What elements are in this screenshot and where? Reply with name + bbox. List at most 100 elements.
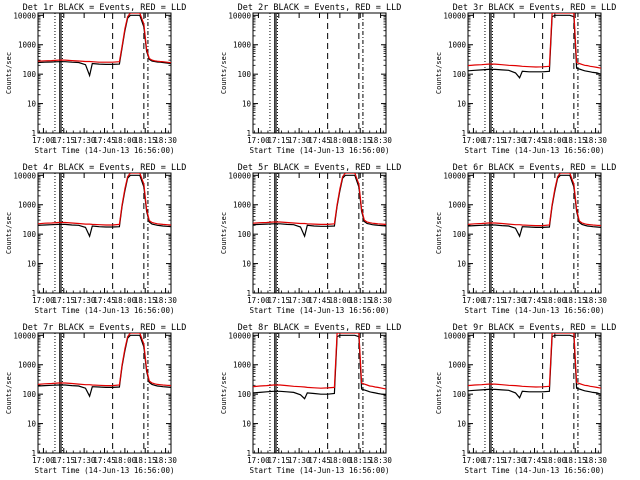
x-axis-label: Start Time (14-Jun-13 16:56:00) <box>35 306 175 315</box>
y-tick-label: 100 <box>22 70 36 79</box>
panel-det-3r: Det 3r BLACK = Events, RED = LLD 1 10 100 10… <box>435 3 616 155</box>
y-axis-label: Counts/sec <box>5 212 13 254</box>
x-tick-label: 18:30 <box>154 296 177 305</box>
x-tick-label: 17:15 <box>482 456 505 465</box>
x-axis-label: Start Time (14-Jun-13 16:56:00) <box>250 466 390 475</box>
series-line-lld <box>38 333 171 387</box>
y-tick-label: 1000 <box>448 361 467 370</box>
panel-title: Det 6r BLACK = Events, RED = LLD <box>453 163 617 173</box>
x-tick-label: 18:30 <box>369 296 392 305</box>
y-tick-label: 10 <box>27 260 37 269</box>
panel-title: Det 8r BLACK = Events, RED = LLD <box>238 323 402 333</box>
x-tick-label: 17:00 <box>462 456 485 465</box>
x-tick-label: 18:00 <box>544 136 567 145</box>
x-tick-label: 17:30 <box>503 296 526 305</box>
series-line-events <box>468 334 601 399</box>
x-tick-label: 18:00 <box>329 136 352 145</box>
x-tick-label: 18:00 <box>114 296 137 305</box>
x-tick-label: 18:30 <box>584 456 607 465</box>
panel-title: Det 3r BLACK = Events, RED = LLD <box>453 3 617 13</box>
x-tick-label: 17:30 <box>503 456 526 465</box>
panel-det-9r: Det 9r BLACK = Events, RED = LLD 1 10 100 10… <box>435 323 616 475</box>
y-tick-label: 1 <box>461 129 466 138</box>
panel-det-5r: Det 5r BLACK = Events, RED = LLD 1 10 100 10… <box>220 163 401 315</box>
x-tick-label: 18:15 <box>349 136 372 145</box>
x-tick-label: 18:30 <box>369 456 392 465</box>
y-tick-label: 10000 <box>13 331 36 340</box>
series-line-lld <box>38 173 171 226</box>
y-axis-label: Counts/sec <box>5 52 13 94</box>
panel-det-2r: Det 2r BLACK = Events, RED = LLD 1 10 100 10… <box>220 3 401 155</box>
series-line-events <box>253 334 386 400</box>
y-tick-label: 1000 <box>18 41 37 50</box>
x-axis-label: Start Time (14-Jun-13 16:56:00) <box>465 146 605 155</box>
x-tick-label: 18:30 <box>369 136 392 145</box>
series-line-lld <box>253 333 386 390</box>
x-tick-label: 18:15 <box>134 456 157 465</box>
x-tick-label: 18:00 <box>329 456 352 465</box>
x-tick-label: 18:30 <box>584 136 607 145</box>
x-tick-label: 18:00 <box>544 456 567 465</box>
y-tick-label: 1 <box>31 449 36 458</box>
panel-det-7r: Det 7r BLACK = Events, RED = LLD 1 10 100 10… <box>5 323 186 475</box>
x-tick-label: 18:15 <box>564 296 587 305</box>
y-tick-label: 1 <box>31 129 36 138</box>
y-tick-label: 1 <box>461 289 466 298</box>
x-tick-label: 18:30 <box>584 296 607 305</box>
y-tick-label: 1000 <box>233 361 252 370</box>
y-tick-label: 10000 <box>443 11 466 20</box>
y-tick-label: 10 <box>27 100 37 109</box>
x-tick-label: 17:30 <box>288 136 311 145</box>
y-tick-label: 1000 <box>233 41 252 50</box>
x-tick-label: 17:30 <box>73 136 96 145</box>
x-axis-label: Start Time (14-Jun-13 16:56:00) <box>465 306 605 315</box>
x-tick-label: 17:15 <box>52 456 75 465</box>
y-tick-label: 10000 <box>443 171 466 180</box>
y-axis-label: Counts/sec <box>435 212 443 254</box>
panel-title: Det 4r BLACK = Events, RED = LLD <box>23 163 187 173</box>
series-line-lld <box>468 173 601 227</box>
y-tick-label: 10 <box>457 100 467 109</box>
y-tick-label: 100 <box>452 390 466 399</box>
x-tick-label: 17:45 <box>93 136 116 145</box>
y-tick-label: 100 <box>22 390 36 399</box>
x-axis-label: Start Time (14-Jun-13 16:56:00) <box>35 466 175 475</box>
y-tick-label: 100 <box>452 70 466 79</box>
x-tick-label: 18:15 <box>349 296 372 305</box>
panel-title: Det 1r BLACK = Events, RED = LLD <box>23 3 187 13</box>
x-tick-label: 17:15 <box>52 136 75 145</box>
panel-title: Det 7r BLACK = Events, RED = LLD <box>23 323 187 333</box>
panel-title: Det 2r BLACK = Events, RED = LLD <box>238 3 402 13</box>
x-tick-label: 17:00 <box>247 456 270 465</box>
panel-det-4r: Det 4r BLACK = Events, RED = LLD 1 10 100 10… <box>5 163 186 315</box>
panel-title: Det 5r BLACK = Events, RED = LLD <box>238 163 402 173</box>
y-tick-label: 100 <box>452 230 466 239</box>
y-tick-label: 10 <box>457 260 467 269</box>
y-tick-label: 10 <box>242 100 252 109</box>
x-tick-label: 17:45 <box>308 136 331 145</box>
x-tick-label: 17:00 <box>462 296 485 305</box>
y-tick-label: 10000 <box>13 171 36 180</box>
y-tick-label: 1 <box>31 289 36 298</box>
y-axis-label: Counts/sec <box>220 52 228 94</box>
x-tick-label: 17:30 <box>73 456 96 465</box>
panel-grid: Det 1r BLACK = Events, RED = LLD 1 10 100 10… <box>5 3 616 475</box>
y-axis-label: Counts/sec <box>435 52 443 94</box>
x-tick-label: 18:00 <box>114 136 137 145</box>
y-tick-label: 1000 <box>233 201 252 210</box>
x-tick-label: 17:45 <box>308 296 331 305</box>
series-line-events <box>468 14 601 79</box>
y-axis-label: Counts/sec <box>435 372 443 414</box>
x-tick-label: 17:00 <box>247 136 270 145</box>
y-tick-label: 10 <box>242 420 252 429</box>
x-tick-label: 17:30 <box>73 296 96 305</box>
y-axis-label: Counts/sec <box>5 372 13 414</box>
panel-det-8r: Det 8r BLACK = Events, RED = LLD 1 10 100 10… <box>220 323 401 475</box>
x-tick-label: 17:30 <box>288 456 311 465</box>
x-axis-label: Start Time (14-Jun-13 16:56:00) <box>250 306 390 315</box>
x-tick-label: 17:30 <box>288 296 311 305</box>
y-tick-label: 10000 <box>13 11 36 20</box>
y-axis-label: Counts/sec <box>220 212 228 254</box>
y-tick-label: 1000 <box>18 361 37 370</box>
